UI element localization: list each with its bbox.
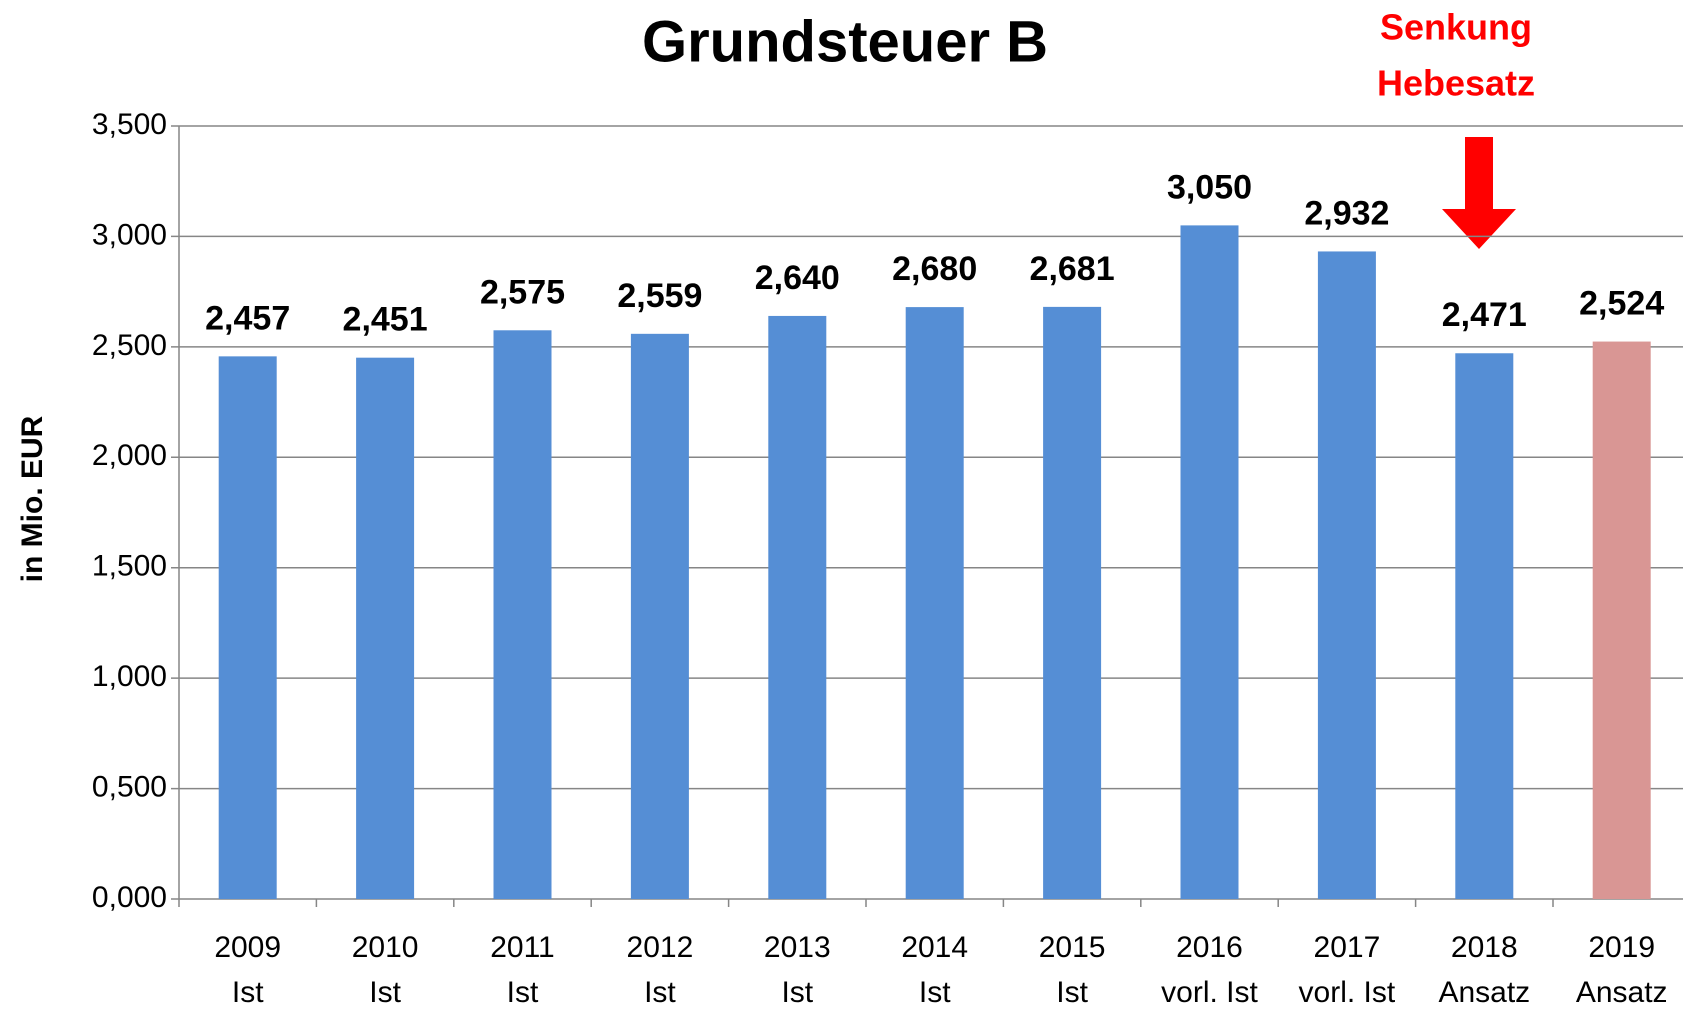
bar <box>905 307 964 899</box>
data-label: 2,457 <box>205 299 290 337</box>
data-label: 2,559 <box>617 277 702 315</box>
bar <box>1592 341 1651 899</box>
bar <box>768 315 827 899</box>
bar <box>630 333 689 900</box>
x-tick-label: 2010 <box>352 931 419 964</box>
x-tick-label: Ist <box>369 976 401 1009</box>
x-tick-label: Ist <box>644 976 676 1009</box>
bar <box>356 357 415 899</box>
chart-title: Grundsteuer B <box>642 9 1048 74</box>
data-label: 2,575 <box>480 273 565 311</box>
data-label: 2,640 <box>755 259 840 297</box>
x-tick-label: 2017 <box>1314 931 1381 964</box>
x-tick-label: vorl. Ist <box>1299 976 1396 1009</box>
x-tick-label: 2014 <box>901 931 968 964</box>
data-label: 2,524 <box>1579 285 1664 323</box>
bar <box>1180 225 1239 899</box>
bar <box>1317 251 1376 900</box>
data-label: 3,050 <box>1167 168 1252 206</box>
x-tick-label: 2016 <box>1176 931 1243 964</box>
y-tick-label: 0,500 <box>92 770 167 803</box>
x-tick-label: Ist <box>507 976 539 1009</box>
annotation: Hebesatz <box>1377 63 1535 104</box>
x-tick-label: Ist <box>1056 976 1088 1009</box>
data-label: 2,451 <box>343 301 428 339</box>
data-label: 2,681 <box>1030 250 1115 288</box>
y-axis-label: in Mio. EUR <box>16 415 49 582</box>
data-label: 2,932 <box>1304 194 1389 232</box>
data-label: 2,471 <box>1442 296 1527 334</box>
x-tick-label: Ansatz <box>1438 976 1530 1009</box>
bar <box>1043 306 1102 900</box>
x-tick-label: 2019 <box>1588 931 1655 964</box>
bar <box>1455 353 1514 900</box>
y-tick-label: 2,000 <box>92 439 167 472</box>
x-tick-label: 2013 <box>764 931 831 964</box>
x-tick-label: 2018 <box>1451 931 1518 964</box>
bar <box>493 330 552 899</box>
arrow <box>1442 137 1516 249</box>
x-tick-label: Ist <box>919 976 951 1009</box>
x-tick-label: Ist <box>781 976 813 1009</box>
x-tick-label: 2011 <box>490 931 555 964</box>
y-tick-label: 1,500 <box>92 550 167 583</box>
x-tick-label: vorl. Ist <box>1161 976 1258 1009</box>
x-tick-label: Ansatz <box>1576 976 1668 1009</box>
bar <box>218 356 277 899</box>
y-tick-label: 3,000 <box>92 218 167 251</box>
x-tick-label: 2009 <box>214 931 281 964</box>
y-tick-label: 1,000 <box>92 660 167 693</box>
data-label: 2,680 <box>892 250 977 288</box>
x-tick-label: 2015 <box>1039 931 1106 964</box>
x-tick-label: 2012 <box>627 931 694 964</box>
x-tick-label: Ist <box>232 976 264 1009</box>
y-tick-label: 2,500 <box>92 329 167 362</box>
y-tick-label: 3,500 <box>92 108 167 141</box>
y-tick-label: 0,000 <box>92 881 167 914</box>
annotation: Senkung <box>1380 7 1532 48</box>
